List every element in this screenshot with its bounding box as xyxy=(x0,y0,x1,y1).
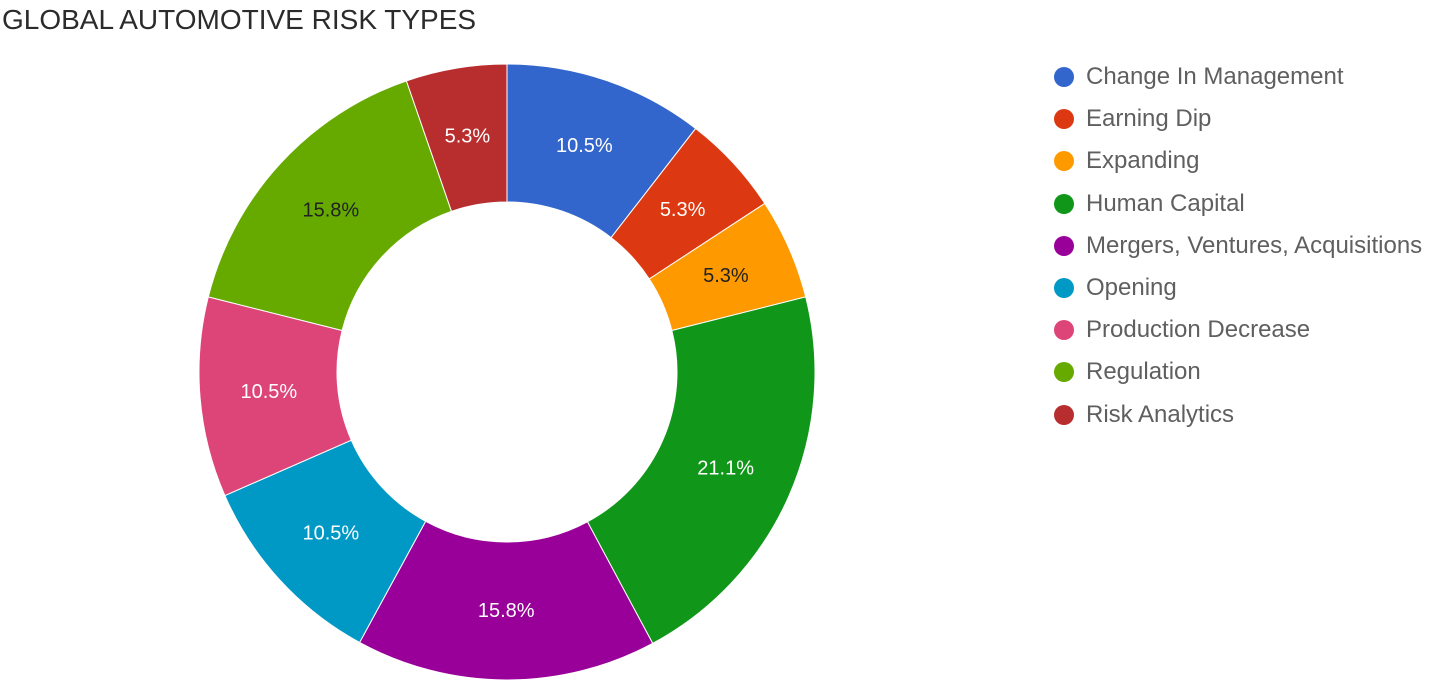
legend-item-change-in-management[interactable]: Change In Management xyxy=(1054,56,1422,98)
slice-labels: 10.5% 5.3% 5.3% 21.1% 15.8% 10.5% 10.5% 15.8% 5.… xyxy=(240,125,754,622)
legend-swatch-icon xyxy=(1054,362,1074,383)
chart-title: GLOBAL AUTOMOTIVE RISK TYPES xyxy=(2,4,477,35)
slice-label-production-decrease: 10.5% xyxy=(240,381,297,403)
legend-item-risk-analytics[interactable]: Risk Analytics xyxy=(1054,394,1422,436)
donut-chart: 10.5% 5.3% 5.3% 21.1% 15.8% 10.5% 10.5% 15.8% 5.… xyxy=(198,63,816,681)
donut-slices xyxy=(198,63,816,681)
legend-item-mergers-ventures-acquisitions[interactable]: Mergers, Ventures, Acquisitions xyxy=(1054,225,1422,267)
legend-swatch-icon xyxy=(1054,193,1074,214)
legend-swatch-icon xyxy=(1054,278,1074,299)
legend-label: Opening xyxy=(1086,274,1177,302)
slice-label-expanding: 5.3% xyxy=(703,265,749,287)
chart-legend: Change In Management Earning Dip Expanding… xyxy=(1054,56,1422,436)
legend-label: Risk Analytics xyxy=(1086,400,1235,428)
legend-item-expanding[interactable]: Expanding xyxy=(1054,140,1422,182)
legend-swatch-icon xyxy=(1054,404,1074,425)
slice-label-human-capital: 21.1% xyxy=(697,458,754,480)
legend-item-opening[interactable]: Opening xyxy=(1054,267,1422,309)
legend-item-regulation[interactable]: Regulation xyxy=(1054,351,1422,393)
legend-label: Human Capital xyxy=(1086,189,1245,217)
slice-label-change-in-management: 10.5% xyxy=(556,135,613,157)
legend-swatch-icon xyxy=(1054,235,1074,256)
legend-item-earning-dip[interactable]: Earning Dip xyxy=(1054,98,1422,140)
legend-label: Expanding xyxy=(1086,147,1200,175)
slice-label-regulation: 15.8% xyxy=(303,199,360,221)
slice-risk-analytics[interactable] xyxy=(405,63,508,212)
legend-swatch-icon xyxy=(1054,320,1074,341)
slice-label-risk-analytics: 5.3% xyxy=(445,125,491,147)
legend-item-human-capital[interactable]: Human Capital xyxy=(1054,183,1422,225)
slice-label-opening: 10.5% xyxy=(303,523,360,545)
slice-label-earning-dip: 5.3% xyxy=(660,199,706,221)
legend-swatch-icon xyxy=(1054,151,1074,172)
slice-regulation[interactable] xyxy=(207,80,453,332)
legend-label: Mergers, Ventures, Acquisitions xyxy=(1086,231,1423,259)
legend-swatch-icon xyxy=(1054,67,1074,88)
slice-label-mergers-ventures-acquisitions: 15.8% xyxy=(478,600,535,622)
legend-label: Regulation xyxy=(1086,358,1201,386)
legend-swatch-icon xyxy=(1054,109,1074,130)
slice-human-capital[interactable] xyxy=(586,296,816,645)
legend-label: Earning Dip xyxy=(1086,105,1212,133)
legend-label: Change In Management xyxy=(1086,63,1344,91)
slice-mergers-ventures-acquisitions[interactable] xyxy=(358,520,654,681)
legend-item-production-decrease[interactable]: Production Decrease xyxy=(1054,309,1422,351)
legend-label: Production Decrease xyxy=(1086,316,1311,344)
